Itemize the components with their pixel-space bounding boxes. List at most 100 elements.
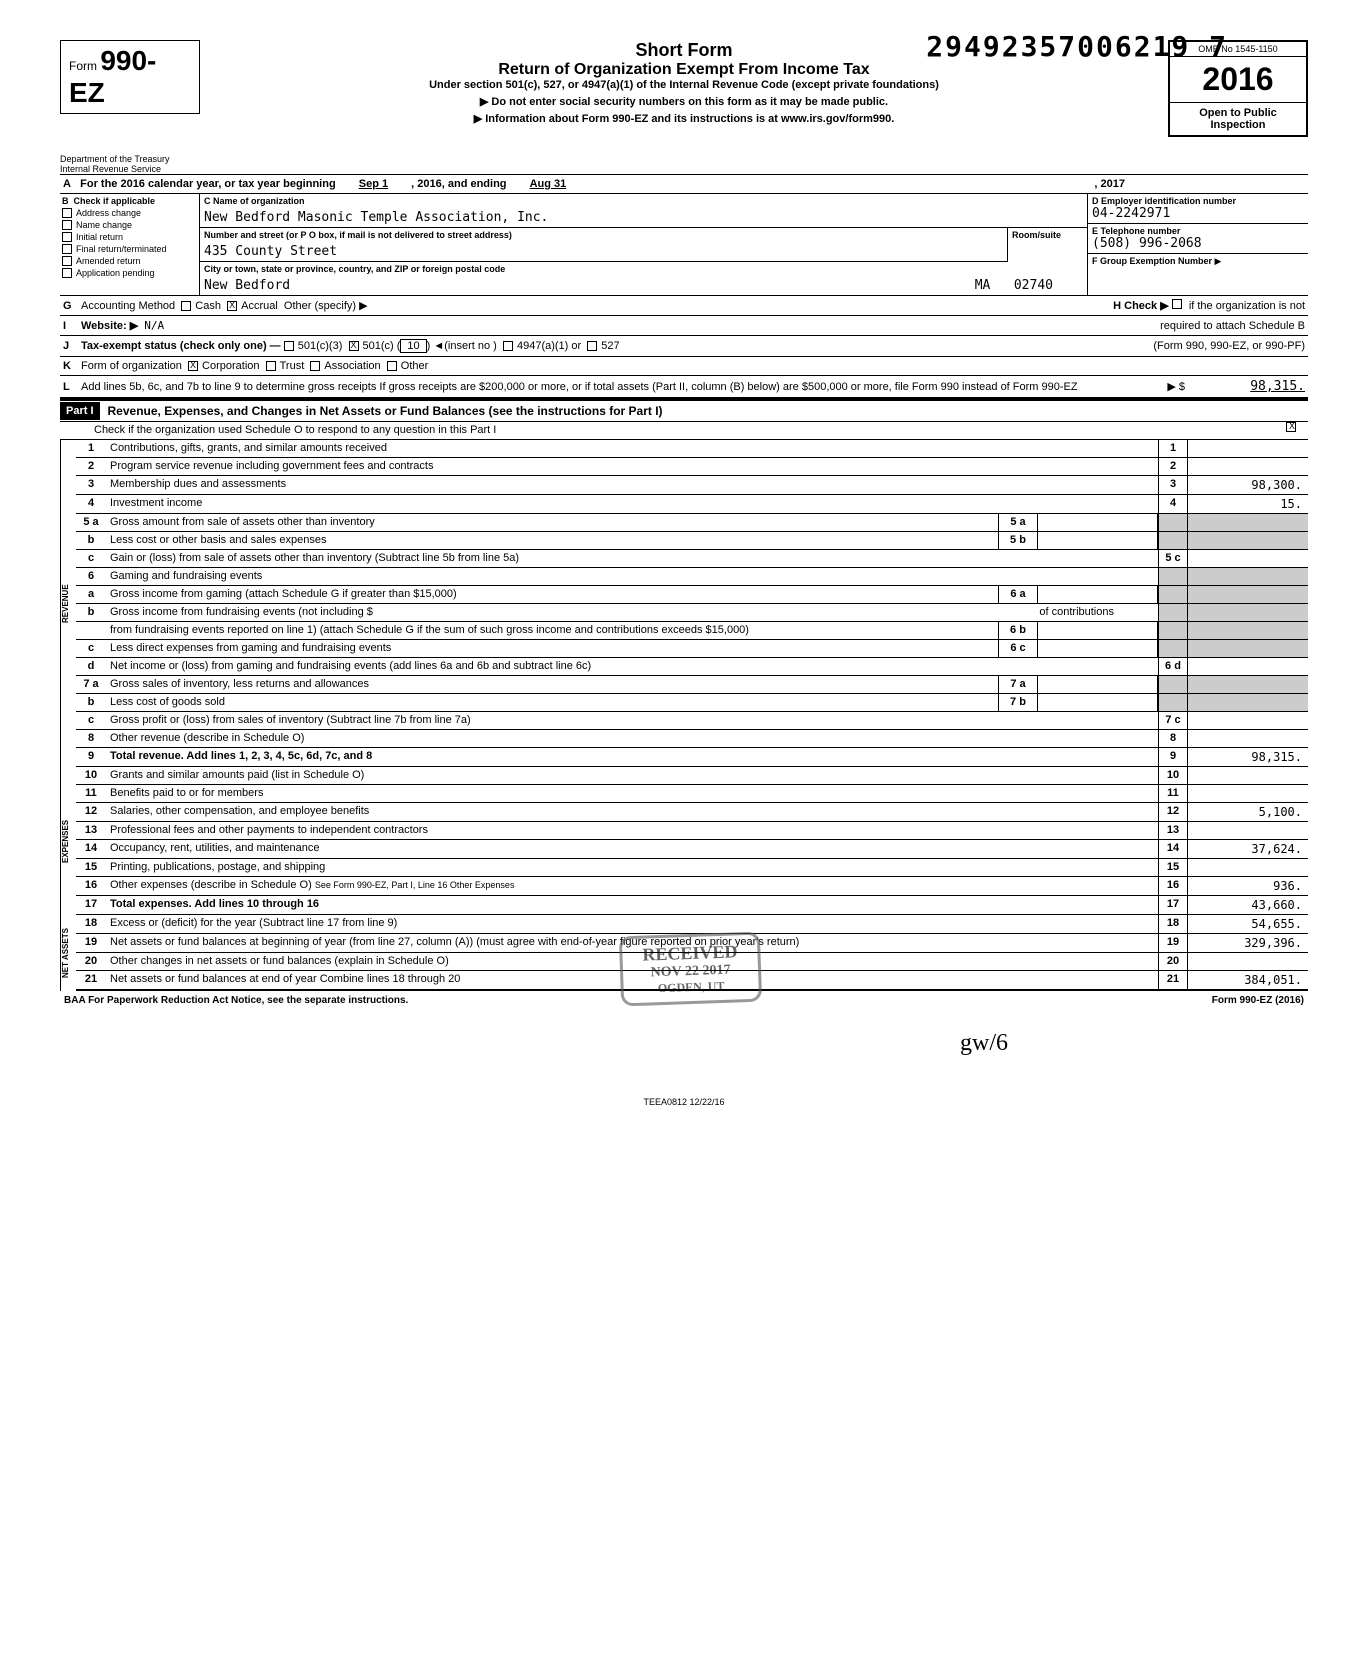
check-trust[interactable] — [266, 361, 276, 371]
opt-501c-num: 10 — [400, 339, 426, 353]
line15-val — [1188, 859, 1308, 876]
row-l: L Add lines 5b, 6c, and 7b to line 9 to … — [60, 376, 1308, 399]
check-cash[interactable] — [181, 301, 191, 311]
line6b-desc: Gross income from fundraising events (no… — [106, 604, 1158, 621]
opt-501c-pre: 501(c) ( — [363, 340, 401, 352]
line2-val — [1188, 458, 1308, 475]
row-h-label: H Check ▶ — [1113, 300, 1169, 312]
open-public: Open to Public Inspection — [1170, 102, 1306, 135]
group-arrow: ▶ — [1215, 256, 1222, 266]
section-bcd: B Check if applicable Address change Nam… — [60, 194, 1308, 296]
part1-header: Part I Revenue, Expenses, and Changes in… — [60, 399, 1308, 422]
website-label: Website: ▶ — [81, 319, 138, 332]
line5b-desc: Less cost or other basis and sales expen… — [106, 532, 998, 549]
form-org-label: Form of organization — [81, 360, 182, 372]
received-stamp: RECEIVED NOV 22 2017 OGDEN, UT — [619, 932, 762, 1007]
part1-check-text: Check if the organization used Schedule … — [90, 422, 1278, 439]
col-de: D Employer identification number 04-2242… — [1088, 194, 1308, 295]
row-l-letter: L — [63, 381, 81, 393]
check-address-change[interactable]: Address change — [62, 208, 197, 218]
footer-baa: BAA For Paperwork Reduction Act Notice, … — [64, 995, 408, 1006]
line21-val: 384,051. — [1188, 971, 1308, 989]
org-zip: 02740 — [1014, 278, 1053, 293]
row-a-mid: , 2016, and ending — [411, 178, 506, 190]
line14-desc: Occupancy, rent, utilities, and maintena… — [106, 840, 1158, 858]
row-k: K Form of organization Corporation Trust… — [60, 357, 1308, 376]
line4-desc: Investment income — [106, 495, 1158, 513]
check-501c3[interactable] — [284, 341, 294, 351]
check-schedule-b[interactable] — [1172, 299, 1182, 309]
check-application-pending[interactable]: Application pending — [62, 268, 197, 278]
form-990ez: 29492357006219 7 Form 990-EZ Department … — [60, 40, 1308, 1107]
row-a-label: A — [63, 178, 77, 190]
check-other-org[interactable] — [387, 361, 397, 371]
tax-year: 2016 — [1170, 57, 1306, 102]
document-number: 29492357006219 7 — [926, 30, 1228, 63]
check-501c[interactable] — [349, 341, 359, 351]
line9-desc: Total revenue. Add lines 1, 2, 3, 4, 5c,… — [106, 748, 1158, 766]
line6d-val — [1188, 658, 1308, 675]
line10-desc: Grants and similar amounts paid (list in… — [106, 767, 1158, 784]
row-a-pre: For the 2016 calendar year, or tax year … — [80, 178, 336, 190]
part1-check-line: Check if the organization used Schedule … — [60, 422, 1308, 440]
assoc-label: Association — [324, 360, 380, 372]
line10-val — [1188, 767, 1308, 784]
line16-val: 936. — [1188, 877, 1308, 895]
check-accrual[interactable] — [227, 301, 237, 311]
row-j: J Tax-exempt status (check only one) — 5… — [60, 336, 1308, 357]
opt-4947: 4947(a)(1) or — [517, 340, 581, 352]
teea-code: TEEA0812 12/22/16 — [60, 1097, 1308, 1107]
line14-val: 37,624. — [1188, 840, 1308, 858]
phone-value: (508) 996-2068 — [1092, 236, 1304, 251]
stamp-location: OGDEN, UT — [643, 978, 738, 996]
line9-val: 98,315. — [1188, 748, 1308, 766]
check-amended[interactable]: Amended return — [62, 256, 197, 266]
row-h-block: H Check ▶ if the organization is not — [1113, 299, 1305, 312]
line6-desc: Gaming and fundraising events — [106, 568, 1158, 585]
dept-label: Department of the Treasury Internal Reve… — [60, 154, 200, 174]
line18-val: 54,655. — [1188, 915, 1308, 933]
check-final-return[interactable]: Final return/terminated — [62, 244, 197, 254]
line8-desc: Other revenue (describe in Schedule O) — [106, 730, 1158, 747]
line7c-desc: Gross profit or (loss) from sales of inv… — [106, 712, 1158, 729]
room-label: Room/suite — [1008, 228, 1087, 242]
line19-val: 329,396. — [1188, 934, 1308, 952]
other-specify: Other (specify) ▶ — [284, 299, 368, 312]
group-exemption-cell: F Group Exemption Number ▶ — [1088, 254, 1308, 269]
line11-desc: Benefits paid to or for members — [106, 785, 1158, 802]
check-schedule-o[interactable] — [1286, 422, 1296, 432]
opt-501c3: 501(c)(3) — [298, 340, 343, 352]
line15-desc: Printing, publications, postage, and shi… — [106, 859, 1158, 876]
col-b-checkboxes: B Check if applicable Address change Nam… — [60, 194, 200, 295]
line20-val — [1188, 953, 1308, 970]
check-name-change[interactable]: Name change — [62, 220, 197, 230]
line7b-desc: Less cost of goods sold — [106, 694, 998, 711]
line6b-text: from fundraising events reported on line… — [106, 622, 998, 639]
line1-val — [1188, 440, 1308, 457]
row-h-text2: required to attach Schedule B — [1160, 320, 1305, 332]
line16-desc: Other expenses (describe in Schedule O) … — [106, 877, 1158, 895]
ein-value: 04-2242971 — [1092, 206, 1304, 221]
org-state: MA — [975, 278, 991, 293]
accrual-label: Accrual — [241, 300, 278, 312]
check-assoc[interactable] — [310, 361, 320, 371]
side-revenue: REVENUE — [60, 440, 76, 767]
ssn-warning: ▶ Do not enter social security numbers o… — [220, 95, 1148, 108]
line6d-desc: Net income or (loss) from gaming and fun… — [106, 658, 1158, 675]
check-initial-return[interactable]: Initial return — [62, 232, 197, 242]
row-l-text: Add lines 5b, 6c, and 7b to line 9 to de… — [81, 381, 1167, 393]
row-g-letter: G — [63, 300, 81, 312]
line6c-desc: Less direct expenses from gaming and fun… — [106, 640, 998, 657]
check-527[interactable] — [587, 341, 597, 351]
cash-label: Cash — [195, 300, 221, 312]
city-label: City or town, state or province, country… — [200, 262, 1087, 276]
col-b-header: B Check if applicable — [62, 196, 197, 206]
opt-501c-post: ) ◄(insert no ) — [427, 340, 497, 352]
org-city: New Bedford — [204, 278, 290, 293]
row-i-letter: I — [63, 320, 81, 332]
org-name-label: C Name of organization — [200, 194, 1087, 208]
check-4947[interactable] — [503, 341, 513, 351]
check-corp[interactable] — [188, 361, 198, 371]
line5a-desc: Gross amount from sale of assets other t… — [106, 514, 998, 531]
group-exemption-label: F Group Exemption Number — [1092, 256, 1212, 266]
